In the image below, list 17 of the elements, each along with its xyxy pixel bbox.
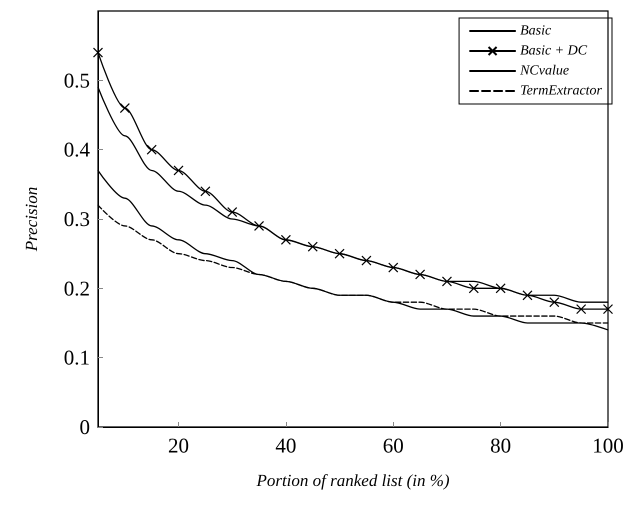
y-tick-label: 0.3 (64, 207, 90, 231)
legend-label: Basic + DC (520, 44, 588, 58)
y-tick-label: 0.4 (64, 138, 90, 162)
y-axis-title: Precision (22, 186, 41, 252)
y-tick-label: 0.5 (64, 68, 90, 92)
x-tick-label: 80 (490, 434, 512, 458)
legend-label: NCvalue (519, 64, 570, 78)
x-tick-label: 40 (275, 434, 296, 458)
y-tick-label: 0.2 (64, 276, 90, 300)
x-tick-label: 60 (382, 434, 404, 458)
legend-label: TermExtractor (520, 84, 603, 98)
x-tick-label: 20 (168, 434, 190, 458)
legend-label: Basic (520, 24, 552, 38)
x-tick-label: 100 (592, 434, 624, 458)
x-axis-title: Portion of ranked list (in %) (255, 471, 450, 490)
y-tick-label: 0.1 (64, 346, 90, 370)
y-tick-label: 0 (80, 415, 90, 439)
